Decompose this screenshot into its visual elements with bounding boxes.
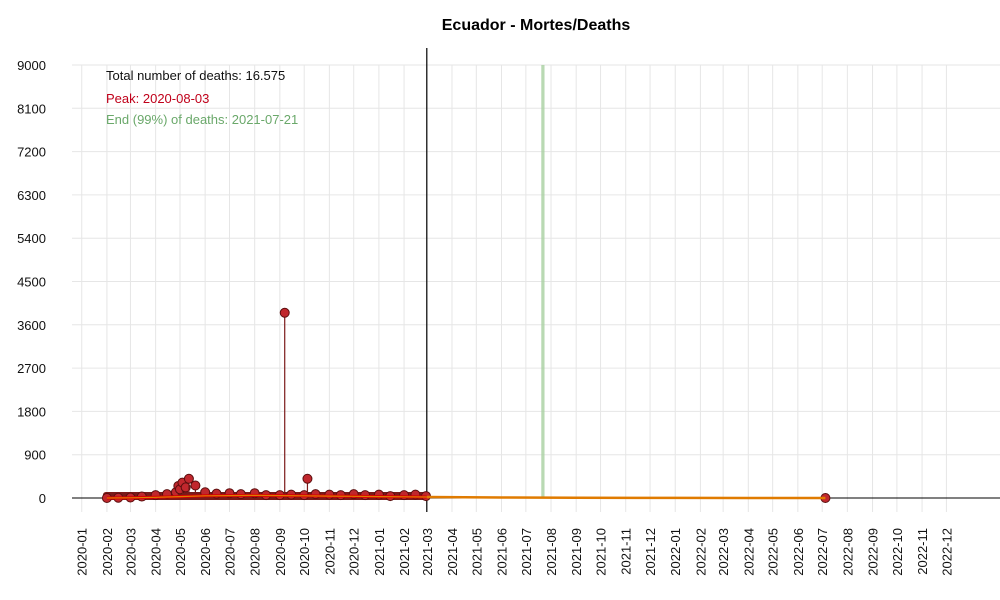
x-tick-label: 2022-05 (766, 528, 781, 576)
annotation-total-deaths: Total number of deaths: 16.575 (106, 68, 285, 83)
trend-line-observed-core (106, 494, 427, 499)
annotation-end: End (99%) of deaths: 2021-07-21 (106, 112, 298, 127)
data-point (279, 307, 290, 318)
tick-labels: 0 900 1800 2700 3600 4500 5400 6300 7200 8100 9000… (17, 58, 954, 576)
x-tick-label: 2020-04 (149, 528, 164, 576)
end-band-layer (541, 65, 545, 498)
y-tick-label: 9000 (17, 58, 46, 73)
grid (72, 64, 1000, 512)
x-tick-label: 2022-02 (693, 528, 708, 576)
data-point (183, 473, 194, 484)
x-tick-label: 2022-06 (791, 528, 806, 576)
x-tick-label: 2020-09 (273, 528, 288, 576)
y-tick-label: 2700 (17, 361, 46, 376)
x-tick-label: 2020-11 (322, 528, 337, 575)
y-tick-label: 900 (24, 448, 46, 463)
chart-title: Ecuador - Mortes/Deaths (442, 17, 631, 34)
x-tick-label: 2022-01 (668, 528, 683, 576)
end-band (541, 65, 545, 498)
x-tick-label: 2020-01 (75, 528, 90, 576)
x-tick-label: 2021-08 (544, 528, 559, 576)
x-tick-label: 2020-12 (347, 528, 362, 576)
data-point (190, 480, 201, 491)
x-tick-label: 2021-10 (594, 528, 609, 576)
x-tick-label: 2021-04 (445, 528, 460, 576)
y-tick-label: 8100 (17, 101, 46, 116)
x-tick-label: 2022-07 (815, 528, 830, 576)
x-tick-label: 2020-07 (223, 528, 238, 576)
x-tick-label: 2021-05 (469, 528, 484, 576)
x-tick-label: 2021-11 (619, 528, 634, 575)
x-tick-label: 2022-09 (866, 528, 881, 576)
y-tick-label: 7200 (17, 145, 46, 160)
x-tick-label: 2022-12 (939, 528, 954, 576)
x-tick-label: 2021-09 (569, 528, 584, 576)
trend-line-projection (426, 495, 826, 500)
y-tick-label: 3600 (17, 318, 46, 333)
x-tick-label: 2021-06 (494, 528, 509, 576)
x-tick-label: 2022-10 (890, 528, 905, 576)
annotation-peak: Peak: 2020-08-03 (106, 91, 209, 106)
x-tick-label: 2020-06 (198, 528, 213, 576)
x-tick-label: 2022-04 (741, 528, 756, 576)
x-tick-label: 2021-12 (643, 528, 658, 576)
x-tick-label: 2020-02 (100, 528, 115, 576)
data-point (180, 482, 191, 493)
y-tick-label: 1800 (17, 404, 46, 419)
y-tick-label: 5400 (17, 231, 46, 246)
x-tick-label: 2022-11 (915, 528, 930, 575)
series-layer (101, 307, 831, 503)
x-tick-label: 2022-08 (840, 528, 855, 576)
x-tick-label: 2021-07 (519, 528, 534, 576)
x-tick-label: 2020-08 (248, 528, 263, 576)
x-tick-label: 2020-10 (297, 528, 312, 576)
x-tick-label: 2022-03 (716, 528, 731, 576)
x-tick-label: 2021-01 (372, 528, 387, 576)
y-tick-label: 6300 (17, 188, 46, 203)
data-point (302, 473, 313, 484)
x-tick-label: 2021-02 (397, 528, 412, 576)
y-tick-label: 4500 (17, 275, 46, 290)
y-tick-label: 0 (39, 491, 46, 506)
x-tick-label: 2020-05 (173, 528, 188, 576)
x-tick-label: 2020-03 (123, 528, 138, 576)
x-tick-label: 2021-03 (420, 528, 435, 576)
